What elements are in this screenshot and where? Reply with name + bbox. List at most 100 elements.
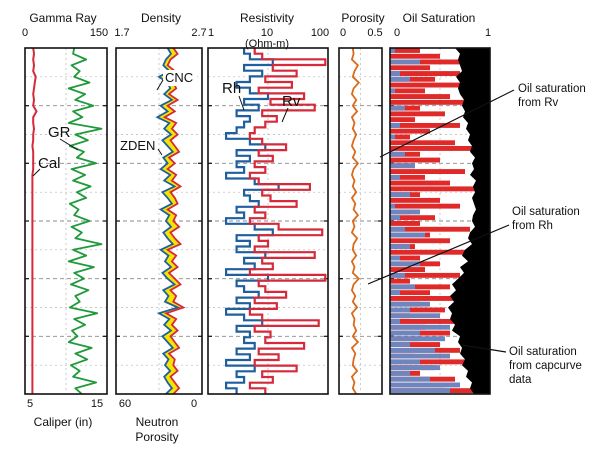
caliper-axis-label: Caliper (in)	[34, 415, 93, 429]
oilsat-rv-bar	[390, 342, 440, 347]
oilsat-rv-bar	[390, 226, 470, 232]
annotation-rh-line1: Oil saturation	[512, 206, 580, 218]
curve-zden	[155, 47, 181, 395]
neutron-axis-label-2: Porosity	[135, 430, 178, 444]
gr-scale-min: 0	[22, 27, 28, 39]
oilsat-rh-bar	[390, 261, 420, 267]
oilsat-rv-bar	[390, 238, 450, 244]
curve-fills	[157, 48, 490, 394]
track-frame-oilsat	[389, 47, 491, 395]
oilsat-scale-min: 0	[394, 27, 400, 39]
label-zden-bg	[118, 138, 158, 154]
oilsat-rh-bar	[390, 123, 400, 128]
oilsat-rh-bar	[390, 336, 445, 342]
oilsat-rh-bar	[390, 226, 405, 232]
resistivity-scale-min: 1	[208, 27, 214, 39]
oilsat-rv-bar	[390, 71, 460, 76]
oilsat-rv-bar	[390, 272, 460, 278]
neutron-axis-label-1: Neutron	[136, 415, 179, 429]
oilsat-rv-bar	[390, 307, 445, 313]
neutron-scale-min: 60	[119, 398, 131, 410]
oilsat-rv-bar	[390, 99, 470, 105]
oilsat-rv-bar	[390, 82, 480, 88]
oilsat-rh-bar	[390, 324, 450, 330]
annotation-cap-line1: Oil saturation	[509, 346, 577, 358]
track-frames	[24, 47, 491, 395]
annotation-rv-leader	[379, 89, 515, 158]
annotation-rh-leader	[367, 224, 510, 285]
oilsat-rh-bar	[390, 290, 400, 296]
annotation-cap-line3: data	[509, 374, 532, 386]
oilsat-rv-bar	[390, 111, 445, 117]
oilsat-rh-bar	[390, 365, 440, 371]
annotation-cap-leader	[461, 344, 507, 353]
oilsat-rv-bar	[390, 215, 435, 221]
oilsat-rh-bar	[390, 209, 420, 215]
track-frame-density	[115, 47, 203, 395]
gr-scale-max: 150	[90, 27, 108, 39]
oilsat-rh-bar	[390, 244, 410, 249]
leader-cnc	[156, 79, 164, 91]
curve-cnc	[162, 47, 186, 395]
track-frame-gr	[24, 47, 108, 395]
oilsat-rv-bar	[390, 53, 440, 59]
title-oil-saturation: Oil Saturation	[403, 11, 476, 25]
oilsat-rv-bar	[390, 59, 475, 65]
oilsat-rv-bar	[390, 278, 410, 284]
curve-porosity	[350, 47, 361, 395]
annotation-cap-line2: from capcurve	[509, 360, 582, 372]
oilsat-rh-bar	[390, 301, 430, 307]
oilsat-rv-bar	[390, 203, 460, 209]
oilsat-rv-bar	[390, 249, 475, 255]
oilsat-capcurve-fill	[448, 48, 490, 394]
oilsat-rh-bar	[390, 232, 425, 238]
resistivity-scale-max: 100	[311, 27, 329, 39]
curves	[31, 47, 361, 395]
title-density: Density	[141, 11, 181, 25]
oilsat-rh-bar	[390, 174, 400, 180]
oilsat-rh-bar	[390, 105, 405, 111]
neutron-scale-max: 0	[191, 398, 197, 410]
label-cal: Cal	[38, 155, 61, 172]
oilsat-rh-bar	[390, 359, 420, 365]
oilsat-annotations: Oil saturation from Rv Oil saturation fr…	[367, 83, 586, 386]
curve-rv	[248, 48, 327, 394]
oilsat-rv-bar	[390, 140, 455, 146]
oilsat-rv-bar	[390, 48, 420, 53]
resistivity-unit: (Ohm-m)	[245, 38, 289, 50]
oilsat-rh-bar	[390, 88, 395, 94]
oilsat-rv-bar	[390, 267, 425, 272]
oilsat-rh-bar	[390, 272, 405, 278]
oilsat-scale-max: 1	[485, 27, 491, 39]
oilsat-rv-bar	[390, 65, 430, 71]
oilsat-rv-bar	[390, 290, 430, 296]
curve-gr	[67, 47, 103, 395]
oilsat-rh-bar	[390, 215, 400, 221]
leader-gr	[59, 138, 79, 151]
oilsat-rv-bar	[390, 319, 475, 324]
density-scale-min: 1.7	[114, 27, 129, 39]
oilsat-rh-bar	[390, 151, 405, 157]
oilsat-rv-bar	[390, 221, 420, 226]
oilsat-rv-bar	[390, 174, 425, 180]
leader-zden	[157, 148, 163, 156]
oilsat-rh-bar	[390, 163, 415, 169]
annotation-rv-line2: from Rv	[518, 97, 559, 109]
caliper-scale-min: 5	[27, 398, 33, 410]
resistivity-scale-mid: 10	[261, 27, 273, 39]
oilsat-rh-bar	[390, 382, 460, 388]
oilsat-rv-bar	[390, 180, 450, 186]
title-resistivity: Resistivity	[240, 11, 294, 25]
oilsat-rh-bar	[390, 319, 400, 324]
oilsat-rv-bar	[390, 123, 460, 128]
curve-cal	[31, 47, 38, 394]
caliper-scale-max: 15	[91, 398, 103, 410]
oilsat-rh-bar	[390, 48, 395, 53]
oilsat-rh-bar	[390, 353, 450, 359]
oilsat-rv-bar	[390, 134, 410, 140]
oilsat-rh-bar	[390, 370, 410, 376]
oilsat-rh-bar	[390, 347, 435, 353]
label-zden: ZDEN	[120, 138, 155, 153]
oilsat-rh-bar	[390, 76, 410, 82]
